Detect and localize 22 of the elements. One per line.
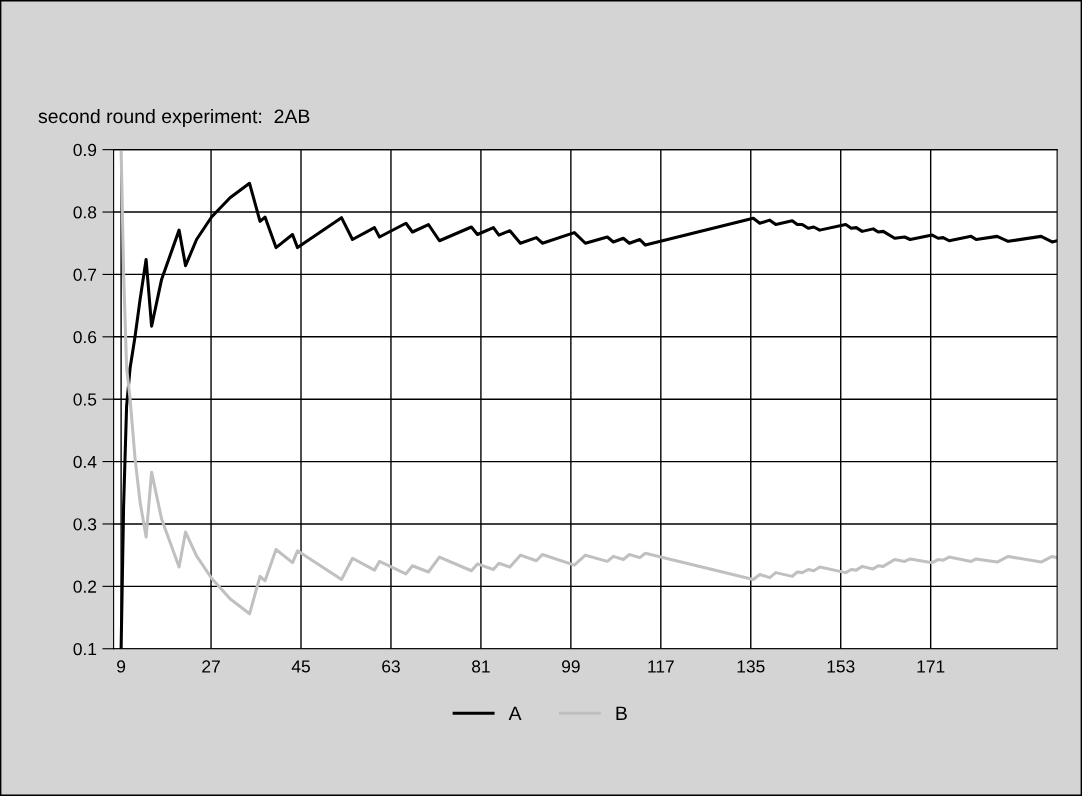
- x-tick-label: 27: [202, 660, 220, 673]
- y-tick-label: 0.8: [73, 206, 97, 219]
- chart-title: second round experiment: 2AB: [38, 108, 310, 128]
- y-tick-label: 0.1: [73, 642, 97, 656]
- x-tick-label: 99: [562, 660, 580, 673]
- y-tick-label: 0.2: [73, 580, 97, 593]
- x-tick-label: 117: [648, 660, 674, 673]
- x-tick-label: 153: [827, 660, 855, 673]
- y-tick-label: 0.9: [73, 143, 97, 157]
- x-tick-label: 171: [917, 660, 945, 673]
- y-tick-label: 0.5: [73, 393, 97, 406]
- x-tick-label: 135: [737, 660, 765, 673]
- x-tick-label: 81: [472, 660, 490, 673]
- legend-label: A: [508, 706, 522, 721]
- y-tick-label: 0.7: [73, 268, 97, 281]
- y-tick-label: 0.4: [73, 455, 97, 469]
- legend-label: B: [616, 706, 627, 721]
- y-tick-label: 0.3: [73, 518, 97, 531]
- x-tick-label: 63: [382, 660, 400, 673]
- x-tick-label: 45: [291, 660, 310, 673]
- x-tick-label: 9: [117, 660, 126, 673]
- y-tick-label: 0.6: [73, 330, 97, 344]
